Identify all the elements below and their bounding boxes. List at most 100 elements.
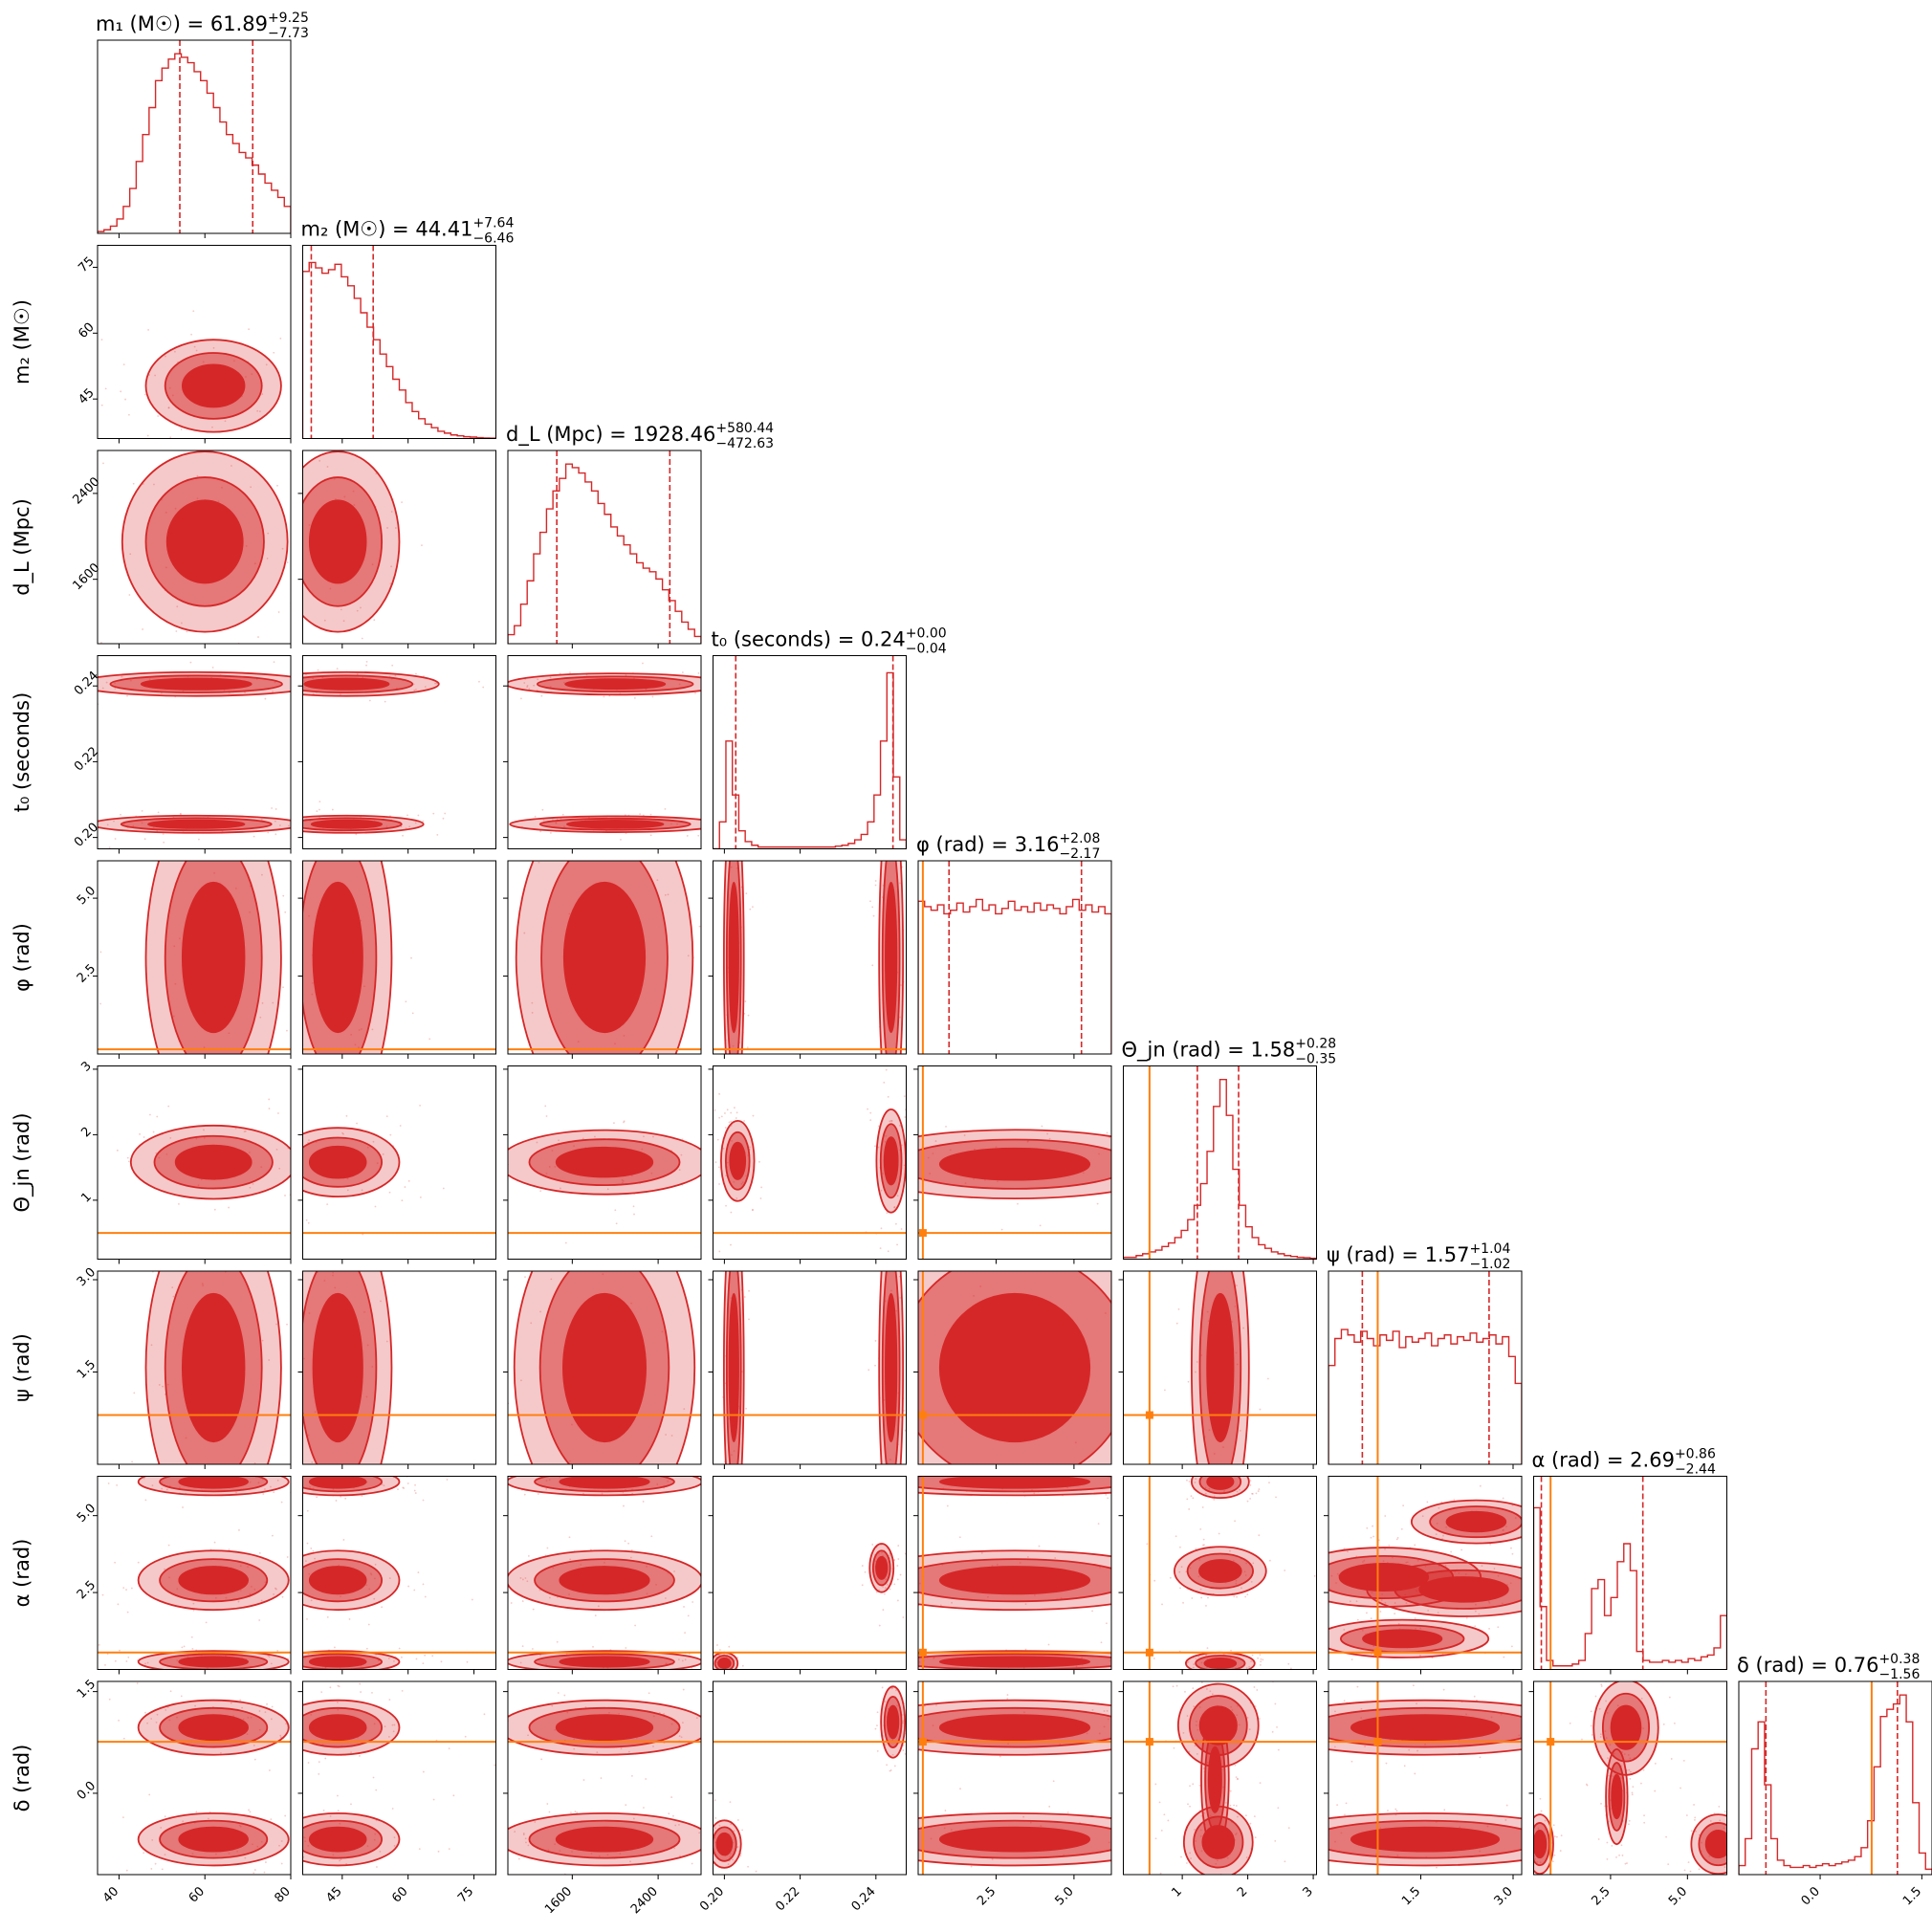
scatter-point: [407, 1070, 409, 1072]
scatter-point: [731, 1672, 733, 1674]
scatter-point: [1268, 1482, 1270, 1484]
scatter-point: [584, 1706, 587, 1708]
scatter-point: [1740, 1847, 1742, 1849]
joint-panel-m1-theta: 123: [78, 1059, 292, 1264]
scatter-point: [298, 833, 300, 835]
scatter-point: [447, 1499, 449, 1501]
scatter-point: [538, 861, 540, 864]
scatter-point: [1097, 1523, 1100, 1526]
scatter-point: [355, 833, 358, 836]
histogram-dL: [508, 463, 701, 644]
scatter-point: [724, 1112, 726, 1114]
scatter-point: [1479, 1756, 1482, 1759]
scatter-point: [365, 664, 367, 667]
scatter-point: [421, 544, 423, 547]
scatter-point: [1599, 1733, 1602, 1736]
joint-panel-alpha-delta: 2.5 5.0: [1528, 1680, 1742, 1908]
scatter-point: [1552, 1824, 1555, 1827]
scatter-point: [617, 1682, 619, 1684]
scatter-point: [169, 436, 172, 439]
scatter-point: [729, 786, 731, 788]
scatter-point: [271, 1201, 273, 1203]
contour-2-blob-0: [308, 1714, 367, 1742]
scatter-point: [322, 1642, 324, 1644]
scatter-point: [710, 1847, 712, 1849]
scatter-point: [157, 415, 160, 417]
scatter-point: [850, 1140, 852, 1142]
scatter-point: [1284, 1570, 1286, 1571]
scatter-point: [886, 1513, 888, 1515]
scatter-point: [1026, 1556, 1029, 1558]
scatter-point: [724, 1072, 726, 1074]
scatter-point: [1540, 1810, 1543, 1812]
scatter-point: [284, 1814, 287, 1817]
scatter-point: [114, 838, 117, 840]
scatter-point: [143, 1852, 145, 1855]
scatter-point: [1273, 1747, 1275, 1749]
scatter-point: [1202, 1538, 1205, 1541]
scatter-point: [1555, 1835, 1558, 1838]
scatter-point: [1374, 1172, 1376, 1174]
scatter-point: [224, 1882, 226, 1884]
scatter-point: [1720, 1758, 1722, 1760]
scatter-point: [697, 834, 700, 837]
x-tick-label-theta: 1: [1169, 1884, 1184, 1899]
scatter-point: [154, 1862, 157, 1865]
scatter-point: [650, 1256, 652, 1258]
scatter-point: [708, 1658, 710, 1660]
scatter-point: [710, 1868, 712, 1870]
scatter-point: [1733, 1860, 1735, 1862]
scatter-point: [743, 1296, 746, 1298]
scatter-point: [671, 842, 673, 844]
scatter-point: [911, 825, 913, 827]
scatter-point: [1313, 1560, 1315, 1562]
scatter-point: [1192, 1783, 1195, 1786]
scatter-point: [1192, 1687, 1195, 1690]
scatter-point: [642, 1501, 645, 1503]
scatter-point: [687, 955, 690, 957]
scatter-point: [891, 1667, 893, 1669]
scatter-point: [264, 697, 267, 700]
scatter-point: [520, 697, 522, 700]
scatter-point: [899, 882, 901, 885]
scatter-point: [900, 984, 902, 986]
scatter-point: [1630, 1877, 1632, 1879]
scatter-point: [532, 1648, 534, 1650]
scatter-point: [746, 1046, 749, 1049]
scatter-point: [1694, 1816, 1697, 1819]
scatter-point: [150, 1868, 153, 1870]
scatter-point: [1300, 1486, 1302, 1488]
scatter-point: [727, 1220, 729, 1222]
scatter-point: [127, 1657, 130, 1658]
x-tick-label-phi: 5.0: [1052, 1884, 1076, 1908]
scatter-point: [883, 1471, 885, 1473]
scatter-point: [267, 532, 270, 535]
scatter-point: [718, 1183, 720, 1185]
scatter-point: [1372, 1525, 1373, 1527]
scatter-point: [432, 812, 435, 815]
scatter-point: [1213, 1877, 1215, 1879]
scatter-point: [1618, 1854, 1620, 1856]
scatter-point: [498, 681, 500, 683]
scatter-point: [104, 1663, 106, 1666]
scatter-point: [285, 1687, 287, 1689]
scatter-point: [1117, 1551, 1119, 1553]
y-axis-label-m2: m₂ (M☉): [11, 299, 33, 384]
scatter-point: [1511, 1645, 1513, 1648]
scatter-point: [902, 1749, 905, 1751]
scatter-point: [117, 1603, 120, 1606]
scatter-point: [422, 1499, 425, 1502]
scatter-point: [265, 1861, 267, 1863]
scatter-point: [889, 725, 890, 727]
scatter-point: [1266, 1377, 1269, 1380]
scatter-point: [169, 1690, 172, 1693]
scatter-point: [105, 681, 108, 684]
scatter-point: [1225, 1801, 1227, 1804]
scatter-point: [295, 1818, 296, 1820]
scatter-point: [1440, 1501, 1443, 1504]
scatter-point: [212, 1466, 214, 1468]
y-tick-label-alpha: 2.5: [75, 1578, 99, 1602]
scatter-point: [263, 1082, 265, 1084]
scatter-point: [322, 1876, 324, 1877]
scatter-point: [1194, 1829, 1196, 1831]
